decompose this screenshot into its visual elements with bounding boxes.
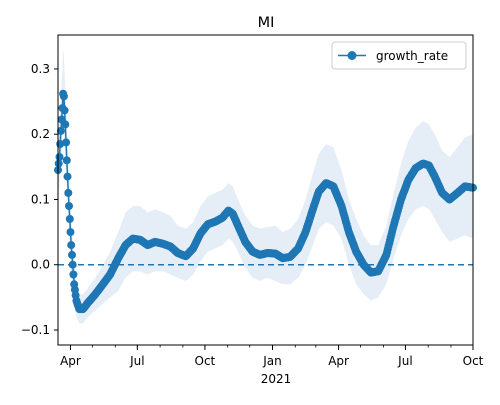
- data-point: [61, 120, 70, 129]
- axes-layer: −0.1 0.0 0.1 0.2 0.3 Apr Jul Oct Jan Apr Jul Oct: [21, 34, 484, 368]
- chart-title: MI: [258, 15, 275, 31]
- year-label: 2021: [261, 372, 292, 386]
- x-tick-label: Apr: [60, 354, 81, 368]
- confidence-band-layer: [58, 49, 473, 324]
- legend: growth_rate: [331, 41, 467, 70]
- data-point: [59, 92, 68, 101]
- legend-label: growth_rate: [376, 49, 448, 63]
- x-tick-label: Apr: [328, 354, 349, 368]
- legend-box: [331, 41, 467, 70]
- data-point: [62, 138, 71, 147]
- data-point: [65, 215, 74, 223]
- data-point: [66, 228, 75, 237]
- y-tick-label: −0.1: [21, 323, 50, 337]
- data-point: [64, 188, 73, 197]
- y-tick-label: 0.3: [31, 62, 50, 76]
- x-tick-label: Jan: [262, 354, 282, 368]
- x-tick-label: Oct: [463, 354, 484, 368]
- x-tick-label: Jul: [129, 354, 144, 368]
- series-layer: [54, 89, 477, 314]
- confidence-band: [58, 49, 473, 324]
- data-point: [60, 106, 69, 115]
- data-point: [54, 159, 63, 168]
- x-tick-label: Oct: [195, 354, 216, 368]
- plot-frame: [57, 34, 474, 346]
- data-point: [68, 260, 77, 269]
- data-point: [63, 172, 72, 181]
- x-tick-label: Jul: [397, 354, 412, 368]
- y-tick-label: 0.2: [31, 127, 50, 141]
- y-tick-label: 0.1: [31, 192, 50, 206]
- data-point: [65, 202, 73, 210]
- data-point: [55, 153, 64, 161]
- data-point: [62, 156, 71, 165]
- data-point: [56, 126, 65, 135]
- data-point: [67, 241, 76, 250]
- y-tick-label: 0.0: [31, 258, 50, 272]
- data-point: [69, 270, 78, 279]
- data-point: [68, 250, 76, 259]
- legend-marker-sample: [347, 51, 357, 60]
